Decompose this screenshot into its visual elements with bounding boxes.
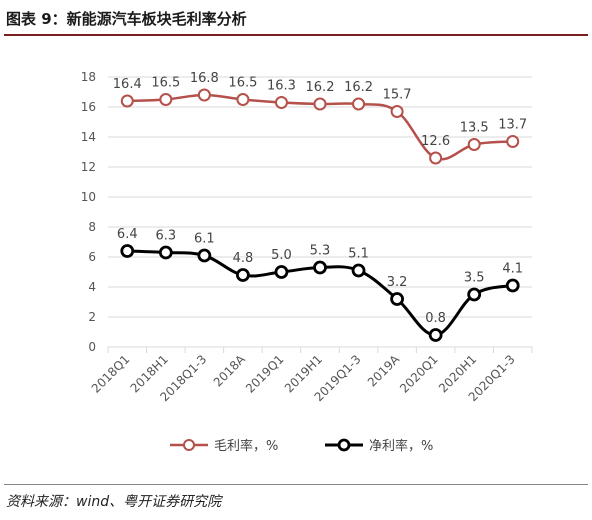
net-margin-point <box>236 268 250 282</box>
gross-margin-data-label: 13.7 <box>498 118 527 133</box>
x-tick-label: 2018A <box>211 352 249 390</box>
net-margin-data-label: 5.3 <box>310 244 331 259</box>
y-tick-label: 16 <box>81 100 96 114</box>
y-tick-label: 4 <box>88 280 96 294</box>
gross-margin-point <box>159 93 173 106</box>
x-tick-label: 2020Q1 <box>397 352 441 396</box>
net-margin-data-label: 6.3 <box>155 229 176 244</box>
gross-margin-point <box>313 97 327 111</box>
net-margin-data-label: 5.1 <box>348 247 369 262</box>
net-margin-data-label: 4.8 <box>233 251 254 266</box>
net-margin-point <box>313 260 327 275</box>
net-margin-point <box>390 292 404 306</box>
net-margin-data-label: 0.8 <box>425 311 446 326</box>
legend-gross-margin-label: 毛利率，% <box>214 438 278 454</box>
y-tick-label: 18 <box>81 70 96 84</box>
y-tick-label: 12 <box>81 160 96 174</box>
x-tick-label: 2019A <box>365 352 403 390</box>
net-margin-data-label: 6.4 <box>117 227 138 242</box>
gross-margin-data-label: 15.7 <box>383 88 412 103</box>
net-margin-point <box>197 248 212 263</box>
title-divider <box>4 34 588 36</box>
gross-margin-data-label: 16.2 <box>344 80 373 95</box>
gross-margin-data-label: 13.5 <box>460 121 489 136</box>
gross-margin-point <box>236 93 250 106</box>
gross-margin-point <box>197 88 211 102</box>
net-margin-point <box>158 245 173 260</box>
legend-gross-margin-marker <box>183 439 195 451</box>
gross-margin-data-label: 12.6 <box>421 134 450 149</box>
gross-margin-point <box>120 94 134 108</box>
net-margin-point <box>120 244 135 258</box>
net-margin-point <box>467 287 482 302</box>
gross-margin-data-label: 16.5 <box>228 76 257 91</box>
net-margin-data-label: 4.1 <box>502 262 523 277</box>
gross-margin-point <box>429 151 443 165</box>
gross-margin-data-label: 16.3 <box>267 79 296 94</box>
gross-margin-data-label: 16.4 <box>113 77 142 92</box>
gross-margin-point <box>274 96 288 109</box>
legend-net-margin-marker <box>337 438 351 452</box>
gross-margin-data-label: 16.5 <box>151 76 180 91</box>
y-tick-label: 0 <box>88 340 96 354</box>
gross-margin-point <box>352 97 366 111</box>
net-margin-data-label: 5.0 <box>271 248 292 263</box>
gross-margin-data-label: 16.2 <box>306 80 335 95</box>
y-tick-label: 14 <box>81 130 96 144</box>
gross-margin-data-label: 16.8 <box>190 71 219 86</box>
y-tick-label: 6 <box>88 250 96 264</box>
y-tick-label: 2 <box>88 310 96 324</box>
net-margin-point <box>351 263 366 278</box>
net-margin-point <box>505 278 520 293</box>
x-tick-label: 2019Q1 <box>243 352 287 396</box>
net-margin-data-label: 6.1 <box>194 232 215 247</box>
net-margin-data-label: 3.5 <box>464 271 485 286</box>
footer-divider <box>4 484 588 485</box>
source-note: 资料来源：wind、粤开证券研究院 <box>6 494 222 510</box>
y-tick-label: 10 <box>81 190 96 204</box>
figure-title: 图表 9：新能源汽车板块毛利率分析 <box>6 10 247 28</box>
gross-margin-point <box>467 138 481 151</box>
y-tick-label: 8 <box>88 220 96 234</box>
gross-margin-point <box>506 135 520 148</box>
gross-margin-point <box>390 105 404 118</box>
net-margin-point <box>274 265 289 279</box>
net-margin-data-label: 3.2 <box>387 275 408 290</box>
x-tick-label: 2018Q1 <box>89 352 133 396</box>
net-margin-point <box>428 328 443 342</box>
legend-net-margin-label: 净利率，% <box>369 438 433 454</box>
